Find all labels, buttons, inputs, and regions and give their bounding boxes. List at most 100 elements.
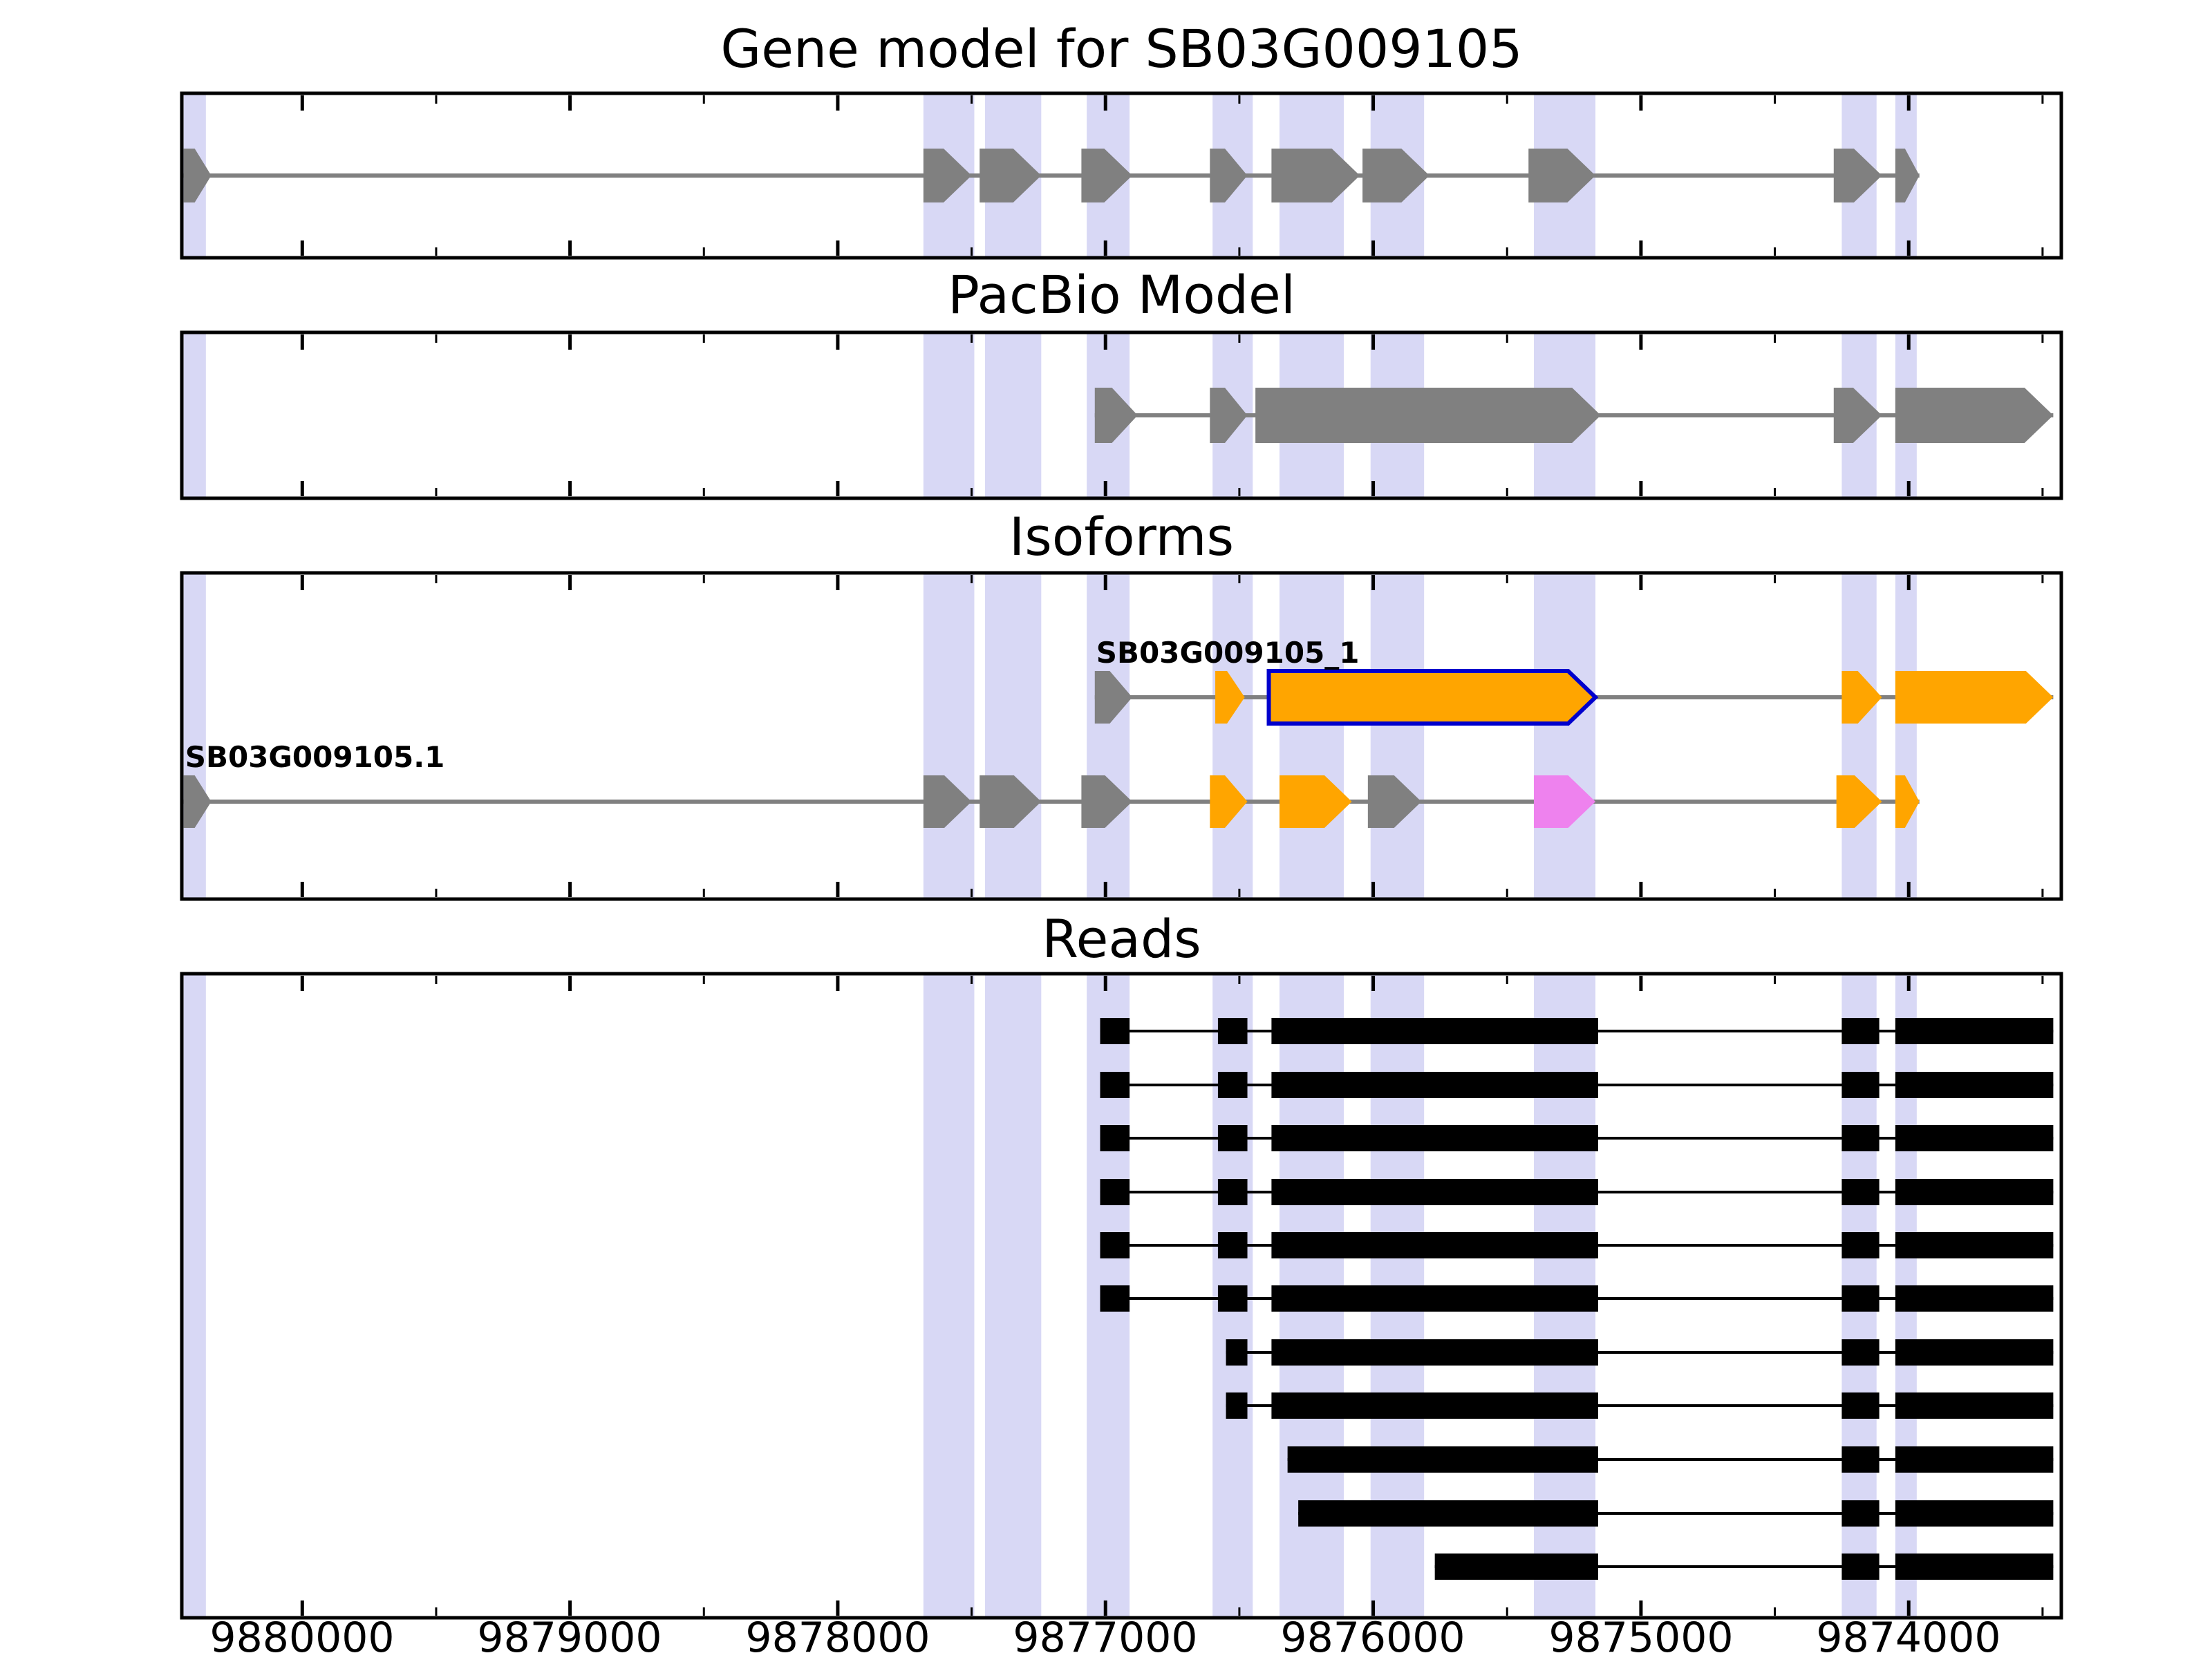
read-block bbox=[1895, 1500, 2054, 1527]
panel-border bbox=[180, 571, 2063, 901]
read-block bbox=[1895, 1232, 2054, 1258]
panel-title-pacbio: PacBio Model bbox=[948, 264, 1295, 325]
highlight-stripe bbox=[1533, 573, 1596, 899]
exon bbox=[1833, 149, 1882, 202]
exon bbox=[1533, 775, 1596, 828]
highlight-stripe bbox=[984, 573, 1042, 899]
highlight-stripe bbox=[183, 974, 206, 1618]
isoform-label: SB03G009105.1 bbox=[185, 740, 445, 774]
x-tick-label: 9879000 bbox=[477, 1614, 662, 1662]
x-tick-label: 9878000 bbox=[745, 1614, 930, 1662]
highlight-stripe bbox=[183, 573, 206, 899]
read-block bbox=[1895, 1179, 2054, 1205]
panel-border bbox=[180, 972, 2063, 1620]
exon bbox=[1210, 149, 1248, 202]
highlight-stripe bbox=[183, 332, 206, 498]
highlight-stripe bbox=[923, 332, 975, 498]
read-block bbox=[1434, 1554, 1598, 1580]
exon bbox=[1081, 775, 1132, 828]
x-tick-label: 9875000 bbox=[1548, 1614, 1734, 1662]
read-block bbox=[1100, 1179, 1130, 1205]
read-block bbox=[1841, 1392, 1880, 1419]
read-block bbox=[1217, 1125, 1248, 1151]
panel-title-reads: Reads bbox=[1042, 908, 1201, 970]
panel-border bbox=[180, 91, 2063, 260]
highlight-stripe bbox=[923, 974, 975, 1618]
read-block bbox=[1217, 1232, 1248, 1258]
exon bbox=[1215, 671, 1245, 724]
exon bbox=[1836, 775, 1882, 828]
read-block bbox=[1271, 1072, 1598, 1098]
exon bbox=[1255, 388, 1601, 443]
read-block bbox=[1100, 1018, 1130, 1044]
read-block bbox=[1895, 1339, 2054, 1366]
exon bbox=[923, 149, 972, 202]
highlight-stripe bbox=[1841, 573, 1877, 899]
read-block bbox=[1217, 1018, 1248, 1044]
read-block bbox=[1271, 1285, 1598, 1312]
highlight-stripe bbox=[1370, 573, 1425, 899]
read-block bbox=[1298, 1500, 1598, 1527]
read-block bbox=[1895, 1285, 2054, 1312]
x-tick-label: 9874000 bbox=[1816, 1614, 2001, 1662]
exon bbox=[1528, 149, 1596, 202]
read-block bbox=[1271, 1179, 1598, 1205]
read-block bbox=[1271, 1232, 1598, 1258]
exon bbox=[980, 149, 1042, 202]
isoform-label: SB03G009105_1 bbox=[1096, 636, 1360, 670]
read-block bbox=[1271, 1018, 1598, 1044]
highlight-stripe bbox=[984, 332, 1042, 498]
read-block bbox=[1841, 1072, 1880, 1098]
exon bbox=[1094, 671, 1132, 724]
exon bbox=[1094, 388, 1138, 443]
panel-title-isoforms: Isoforms bbox=[1009, 506, 1235, 567]
read-block bbox=[1895, 1446, 2054, 1473]
read-block bbox=[1100, 1285, 1130, 1312]
read-block bbox=[1217, 1285, 1248, 1312]
read-block bbox=[1841, 1285, 1880, 1312]
read-block bbox=[1841, 1018, 1880, 1044]
exon bbox=[183, 775, 212, 828]
read-block bbox=[1271, 1392, 1598, 1419]
panel-border bbox=[180, 330, 2063, 500]
read-block bbox=[1895, 1392, 2054, 1419]
exon bbox=[1841, 671, 1882, 724]
read-block bbox=[1895, 1125, 2054, 1151]
read-block bbox=[1217, 1072, 1248, 1098]
highlight-stripe bbox=[1895, 573, 1917, 899]
read-block bbox=[1841, 1125, 1880, 1151]
read-block bbox=[1895, 1072, 2054, 1098]
read-block bbox=[1100, 1125, 1130, 1151]
panel-title-gene-model: Gene model for SB03G009105 bbox=[720, 18, 1523, 79]
read-block bbox=[1841, 1339, 1880, 1366]
read-block bbox=[1217, 1179, 1248, 1205]
read-block bbox=[1271, 1339, 1598, 1366]
highlight-stripe bbox=[1280, 573, 1344, 899]
read-block bbox=[1841, 1232, 1880, 1258]
read-block bbox=[1841, 1500, 1880, 1527]
read-block bbox=[1226, 1392, 1248, 1419]
exon bbox=[1266, 669, 1599, 726]
exon bbox=[1210, 775, 1248, 828]
exon bbox=[1210, 388, 1248, 443]
read-block bbox=[1287, 1446, 1598, 1473]
exon bbox=[1895, 775, 1920, 828]
exon bbox=[1271, 149, 1360, 202]
read-block bbox=[1100, 1072, 1130, 1098]
exon bbox=[1280, 775, 1352, 828]
x-tick-label: 9876000 bbox=[1280, 1614, 1465, 1662]
highlight-stripe bbox=[1087, 573, 1130, 899]
exon bbox=[1895, 388, 2054, 443]
exon bbox=[183, 149, 212, 202]
exon bbox=[1895, 149, 1920, 202]
exon bbox=[1081, 149, 1132, 202]
read-block bbox=[1841, 1554, 1880, 1580]
exon bbox=[1833, 388, 1882, 443]
read-block bbox=[1100, 1232, 1130, 1258]
read-block bbox=[1895, 1554, 2054, 1580]
read-block bbox=[1226, 1339, 1248, 1366]
exon bbox=[980, 775, 1042, 828]
exon bbox=[1895, 671, 2054, 724]
